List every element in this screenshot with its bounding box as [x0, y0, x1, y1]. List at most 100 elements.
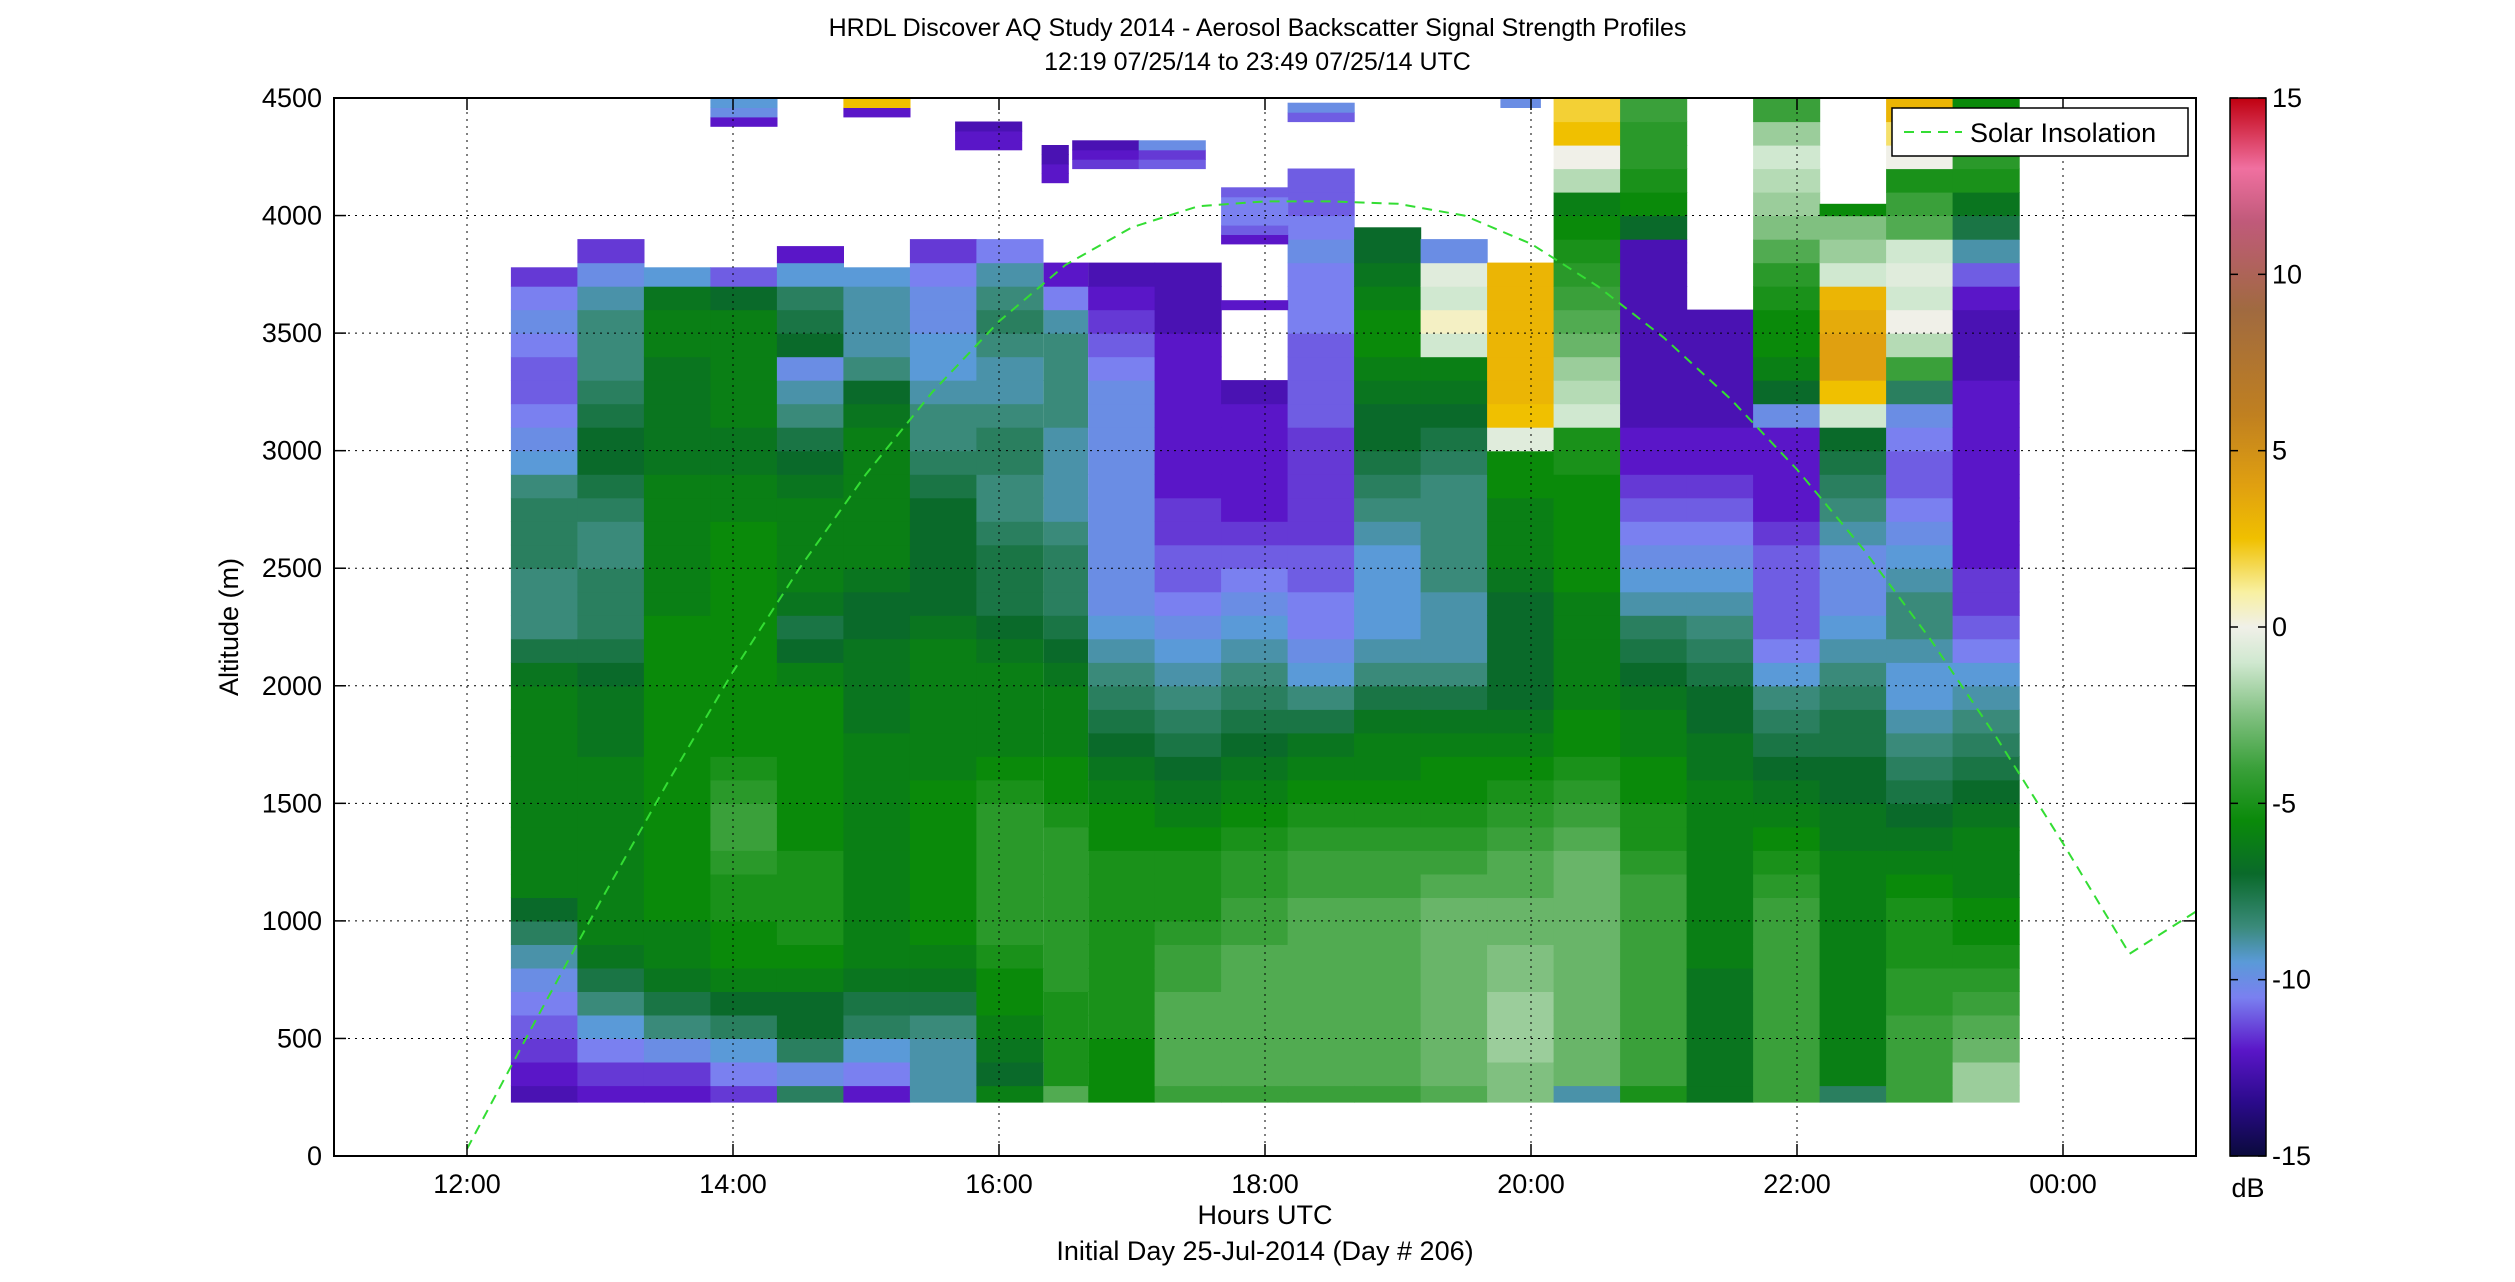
heat-cell [1287, 192, 1355, 217]
heat-cell [577, 732, 645, 757]
heat-cell [1487, 262, 1555, 287]
heat-cell [1686, 615, 1754, 640]
heat-cell [909, 1014, 977, 1039]
heat-cell [776, 638, 844, 663]
heat-cell [1138, 149, 1206, 160]
heat-cell [843, 850, 911, 875]
heat-cell [577, 497, 645, 522]
heat-cell [1886, 756, 1954, 781]
heat-cell [1287, 638, 1355, 663]
heat-cell [1753, 544, 1821, 569]
heat-cell [1952, 497, 2020, 522]
heat-cell [843, 944, 911, 969]
heat-cell [1043, 685, 1089, 710]
heat-cell [1354, 497, 1422, 522]
heat-cell [976, 944, 1044, 969]
legend-label-solar-insolation: Solar Insolation [1970, 118, 2156, 148]
heat-cell [1221, 380, 1289, 405]
heat-cell [1753, 1038, 1821, 1063]
heat-cell [1287, 497, 1355, 522]
heat-cell [909, 333, 977, 358]
heat-cell [1686, 474, 1754, 499]
heat-cell [643, 850, 711, 875]
heat-cell [1553, 380, 1621, 405]
heat-cell [1487, 309, 1555, 334]
heat-cell [776, 662, 844, 687]
heat-cell [776, 1014, 844, 1039]
heat-cell [577, 356, 645, 381]
heat-cell [1487, 779, 1555, 804]
heat-cell [1420, 944, 1488, 969]
heat-cell [1487, 380, 1555, 405]
heat-cell [843, 1062, 911, 1087]
heat-cell [710, 427, 778, 452]
heat-cell [510, 803, 578, 828]
heat-cell [710, 944, 778, 969]
heat-cell [1753, 709, 1821, 734]
heat-cell [1487, 450, 1555, 475]
heat-cell [909, 803, 977, 828]
heat-cell [1088, 544, 1156, 569]
heat-cell [843, 591, 911, 616]
heat-cell [1154, 568, 1222, 593]
heat-cell [1487, 662, 1555, 687]
heat-cell [1354, 732, 1422, 757]
heat-cell [1753, 121, 1821, 146]
heat-cell [1221, 497, 1289, 522]
heat-cell [710, 107, 778, 118]
heat-cell [843, 474, 911, 499]
heat-cell [1221, 944, 1289, 969]
heat-cell [1043, 568, 1089, 593]
heat-cell [1354, 521, 1422, 546]
heat-cell [510, 685, 578, 710]
heat-cell [1886, 662, 1954, 687]
heat-cell [1420, 803, 1488, 828]
heat-cell [1819, 850, 1887, 875]
heat-cell [1088, 427, 1156, 452]
heat-cell [909, 826, 977, 851]
heat-cell [1487, 991, 1555, 1016]
heat-cell [1154, 309, 1222, 334]
heat-cell [1420, 591, 1488, 616]
heat-cell [1620, 403, 1688, 428]
heat-cell [1487, 803, 1555, 828]
heat-cell [776, 850, 844, 875]
heat-cell [1487, 521, 1555, 546]
heat-cell [1952, 403, 2020, 428]
heat-cell [776, 380, 844, 405]
heat-cell [909, 286, 977, 311]
heat-cell [1553, 497, 1621, 522]
heat-cell [976, 333, 1044, 358]
heat-cell [1620, 427, 1688, 452]
heat-cell [1886, 732, 1954, 757]
heat-cell [577, 779, 645, 804]
heat-cell [1354, 403, 1422, 428]
heat-cell [1043, 1038, 1089, 1063]
heat-cell [1886, 1014, 1954, 1039]
x-tick-label: 14:00 [699, 1169, 767, 1199]
heat-cell [776, 897, 844, 922]
heat-cell [1753, 967, 1821, 992]
heat-cell [1952, 333, 2020, 358]
heat-cell [1952, 756, 2020, 781]
heat-cell [643, 474, 711, 499]
heat-cell [1686, 333, 1754, 358]
heat-cell [1753, 192, 1821, 217]
heat-cell [1886, 779, 1954, 804]
heat-cell [1043, 262, 1089, 287]
heat-cell [1154, 709, 1222, 734]
heat-cell [510, 286, 578, 311]
heat-cell [1620, 967, 1688, 992]
heat-cell [1088, 709, 1156, 734]
heat-cell [643, 450, 711, 475]
heat-cell [1686, 403, 1754, 428]
heat-cell [1088, 779, 1156, 804]
heat-cell [1886, 991, 1954, 1016]
heat-cell [1088, 756, 1156, 781]
heat-cell [1088, 638, 1156, 663]
heat-cell [843, 920, 911, 945]
heat-cell [1952, 638, 2020, 663]
heat-cell [1154, 991, 1222, 1016]
heat-cell [1952, 662, 2020, 687]
heat-cell [1287, 521, 1355, 546]
